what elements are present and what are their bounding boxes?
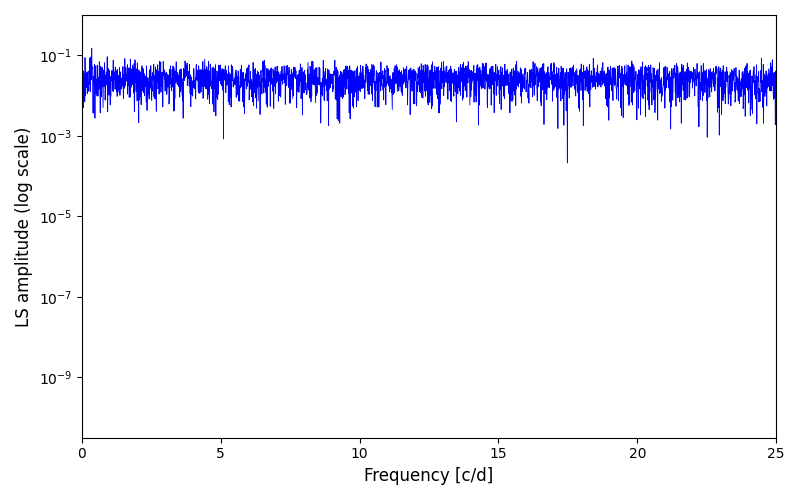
X-axis label: Frequency [c/d]: Frequency [c/d] (364, 467, 494, 485)
Y-axis label: LS amplitude (log scale): LS amplitude (log scale) (15, 126, 33, 326)
